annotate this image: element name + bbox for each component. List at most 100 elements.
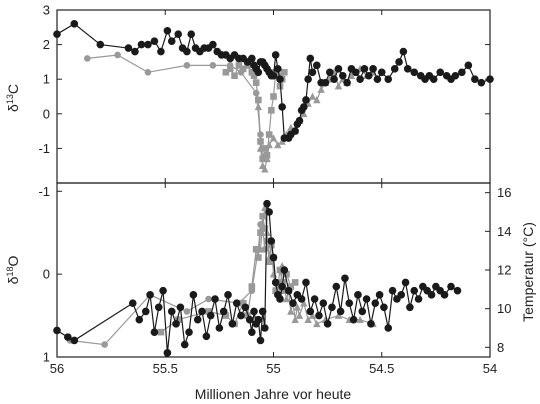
data-point [263,237,271,245]
data-point [291,315,299,324]
data-point [281,68,288,76]
data-point [261,225,269,232]
data-point [269,270,278,278]
data-point [263,199,271,208]
data-point [280,266,289,274]
bot-series-circle-black [53,199,462,357]
data-point [278,103,286,111]
data-point [291,127,299,135]
data-point [244,312,251,319]
data-point [248,328,256,336]
data-point [486,75,494,83]
data-point [338,71,347,80]
data-point [206,311,215,320]
data-point [371,299,380,307]
y2-tick-label: 12 [497,263,511,278]
data-point [261,165,269,173]
data-point [222,68,230,76]
data-point [228,320,237,328]
data-point [183,308,191,315]
data-point [150,328,159,336]
data-point [53,30,61,39]
data-point [255,96,262,104]
data-point [70,20,79,28]
data-point [259,155,266,163]
data-point [369,65,377,73]
bot-y-tick-label: -1 [38,184,50,199]
data-point [347,71,356,80]
top-panel-ylabel: δ13C [5,84,21,112]
data-point [250,307,258,316]
data-point [276,295,284,303]
data-point [334,65,343,73]
data-point [289,299,297,307]
data-point [174,316,182,324]
data-point [471,75,479,83]
data-point [390,65,399,73]
data-point [278,282,286,291]
data-point [276,266,284,274]
data-point [302,278,310,287]
data-point [377,68,386,77]
data-point [187,30,196,39]
data-point [269,134,278,142]
data-point [300,299,308,307]
bottom-panel-ticks: 56 55.5 55 54.5 54 -1 0 1 8 10 12 14 16 [38,183,511,376]
data-point [224,291,232,299]
data-point [239,299,247,307]
data-point [265,208,273,216]
data-point [185,328,193,336]
data-point [248,54,256,63]
data-point [226,65,234,73]
data-point [410,286,419,295]
data-point [406,303,414,312]
top-panel-series [53,20,494,173]
x-tick-label: 54.5 [369,361,394,376]
data-point [453,286,462,295]
data-point [367,320,375,328]
data-point [440,291,449,299]
data-point [180,340,189,349]
data-point [254,68,263,77]
data-point [135,315,144,324]
data-point [154,303,163,312]
data-point [306,54,315,63]
data-point [176,303,185,312]
bot-series-square-grey [157,212,299,336]
data-point [274,141,282,149]
data-point [308,92,317,100]
data-point [183,47,191,56]
data-point [313,319,321,328]
data-point [325,68,334,77]
data-point [256,336,265,345]
data-point [321,78,330,87]
data-point [283,270,290,278]
bottom-panel: 56 55.5 55 54.5 54 -1 0 1 8 10 12 14 16 δ18O Tempera… [5,182,536,402]
data-point [163,349,172,357]
data-point [272,68,279,76]
data-point [375,291,384,299]
top-series-circle-black [53,20,494,142]
top-y-tick-label: 3 [43,3,50,18]
data-point [304,75,312,83]
data-point [384,324,393,332]
data-point [163,26,172,35]
data-point [451,71,460,80]
data-point [310,295,319,303]
series-line [257,67,374,171]
series-line [259,207,374,325]
data-point [447,282,455,291]
data-point [295,311,304,319]
data-point [380,303,388,312]
top-y-tick-label: 2 [43,37,50,52]
data-point [150,37,159,45]
data-point [124,44,133,52]
data-point [356,75,364,83]
data-point [239,65,247,73]
data-point [70,336,79,345]
data-point [248,283,256,290]
data-point [295,116,304,125]
data-point [261,324,269,332]
data-point [281,287,288,295]
